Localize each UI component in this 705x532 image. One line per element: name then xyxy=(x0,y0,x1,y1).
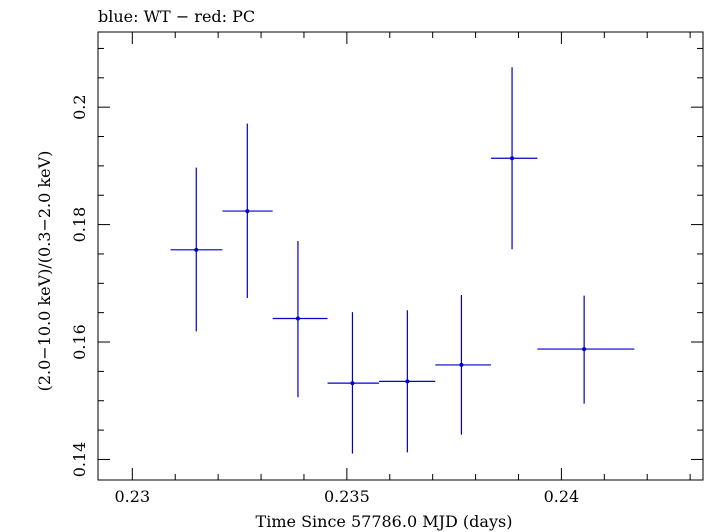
plot-frame xyxy=(97,31,704,481)
y-tick-label: 0.14 xyxy=(70,442,89,478)
data-point xyxy=(491,67,538,250)
x-tick-label: 0.235 xyxy=(324,487,370,506)
data-marker xyxy=(295,316,300,321)
data-marker xyxy=(405,379,410,384)
data-points xyxy=(170,67,635,454)
data-point xyxy=(170,167,223,332)
y-axis-label: (2.0−10.0 keV)/(0.3−2.0 keV) xyxy=(35,151,54,392)
data-point xyxy=(537,295,635,404)
y-tick-label: 0.16 xyxy=(70,324,89,360)
axis-tick-labels: 0.23 0.235 0.24 0.14 0.16 0.18 0.2 xyxy=(70,94,579,506)
data-marker xyxy=(350,381,355,386)
x-axis-label: Time Since 57786.0 MJD (days) xyxy=(256,512,513,531)
y-tick-label: 0.18 xyxy=(70,207,89,243)
data-point xyxy=(327,312,380,454)
x-tick-label: 0.23 xyxy=(115,487,151,506)
data-point xyxy=(435,295,492,435)
x-tick-label: 0.24 xyxy=(544,487,580,506)
data-marker xyxy=(459,362,464,367)
data-point xyxy=(272,241,328,398)
axis-ticks xyxy=(98,32,703,480)
y-tick-label: 0.2 xyxy=(70,94,89,119)
data-marker xyxy=(245,209,250,214)
data-marker xyxy=(582,347,587,352)
data-point xyxy=(222,123,273,298)
data-marker xyxy=(194,247,199,252)
data-point xyxy=(379,310,436,453)
chart-title: blue: WT − red: PC xyxy=(98,7,255,26)
data-marker xyxy=(510,156,515,161)
